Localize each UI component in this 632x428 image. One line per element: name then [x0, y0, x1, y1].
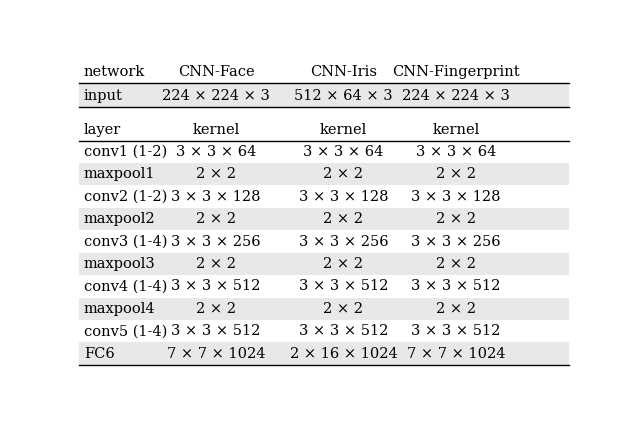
Text: 3 × 3 × 512: 3 × 3 × 512 — [411, 324, 501, 338]
Text: 3 × 3 × 256: 3 × 3 × 256 — [299, 235, 388, 249]
FancyBboxPatch shape — [79, 84, 569, 107]
Text: network: network — [84, 65, 145, 79]
Text: 3 × 3 × 512: 3 × 3 × 512 — [411, 279, 501, 293]
Text: 2 × 2: 2 × 2 — [324, 167, 363, 181]
Text: 2 × 2: 2 × 2 — [324, 257, 363, 271]
Text: conv1 (1-2): conv1 (1-2) — [84, 145, 167, 159]
Text: conv2 (1-2): conv2 (1-2) — [84, 190, 167, 204]
FancyBboxPatch shape — [79, 297, 569, 320]
Text: 2 × 2: 2 × 2 — [436, 167, 476, 181]
FancyBboxPatch shape — [79, 342, 569, 365]
Text: 3 × 3 × 128: 3 × 3 × 128 — [411, 190, 501, 204]
Text: layer: layer — [84, 123, 121, 137]
Text: kernel: kernel — [193, 123, 240, 137]
FancyBboxPatch shape — [79, 163, 569, 185]
Text: conv4 (1-4): conv4 (1-4) — [84, 279, 167, 293]
Text: kernel: kernel — [432, 123, 480, 137]
Text: input: input — [84, 89, 123, 103]
Text: 3 × 3 × 256: 3 × 3 × 256 — [171, 235, 261, 249]
Text: maxpool3: maxpool3 — [84, 257, 155, 271]
Text: 3 × 3 × 512: 3 × 3 × 512 — [171, 324, 261, 338]
Text: 2 × 2: 2 × 2 — [196, 257, 236, 271]
Text: 3 × 3 × 512: 3 × 3 × 512 — [299, 279, 388, 293]
Text: 3 × 3 × 512: 3 × 3 × 512 — [299, 324, 388, 338]
FancyBboxPatch shape — [79, 208, 569, 230]
Text: 2 × 16 × 1024: 2 × 16 × 1024 — [289, 347, 398, 360]
Text: 3 × 3 × 128: 3 × 3 × 128 — [299, 190, 388, 204]
Text: conv3 (1-4): conv3 (1-4) — [84, 235, 167, 249]
Text: 224 × 224 × 3: 224 × 224 × 3 — [162, 89, 270, 103]
Text: 3 × 3 × 64: 3 × 3 × 64 — [416, 145, 496, 159]
Text: 3 × 3 × 512: 3 × 3 × 512 — [171, 279, 261, 293]
Text: CNN-Iris: CNN-Iris — [310, 65, 377, 79]
Text: 3 × 3 × 128: 3 × 3 × 128 — [171, 190, 261, 204]
Text: maxpool2: maxpool2 — [84, 212, 155, 226]
FancyBboxPatch shape — [79, 253, 569, 275]
Text: maxpool4: maxpool4 — [84, 302, 155, 316]
Text: 2 × 2: 2 × 2 — [324, 302, 363, 316]
Text: 2 × 2: 2 × 2 — [436, 212, 476, 226]
Text: kernel: kernel — [320, 123, 367, 137]
Text: 224 × 224 × 3: 224 × 224 × 3 — [402, 89, 510, 103]
Text: 512 × 64 × 3: 512 × 64 × 3 — [294, 89, 393, 103]
Text: 2 × 2: 2 × 2 — [196, 212, 236, 226]
Text: maxpool1: maxpool1 — [84, 167, 155, 181]
Text: 3 × 3 × 256: 3 × 3 × 256 — [411, 235, 501, 249]
Text: 7 × 7 × 1024: 7 × 7 × 1024 — [167, 347, 265, 360]
Text: 2 × 2: 2 × 2 — [196, 302, 236, 316]
Text: CNN-Face: CNN-Face — [178, 65, 255, 79]
Text: 3 × 3 × 64: 3 × 3 × 64 — [303, 145, 384, 159]
Text: CNN-Fingerprint: CNN-Fingerprint — [392, 65, 520, 79]
Text: 2 × 2: 2 × 2 — [324, 212, 363, 226]
Text: 2 × 2: 2 × 2 — [196, 167, 236, 181]
Text: 7 × 7 × 1024: 7 × 7 × 1024 — [407, 347, 506, 360]
Text: 2 × 2: 2 × 2 — [436, 302, 476, 316]
Text: conv5 (1-4): conv5 (1-4) — [84, 324, 167, 338]
Text: FC6: FC6 — [84, 347, 114, 360]
Text: 3 × 3 × 64: 3 × 3 × 64 — [176, 145, 257, 159]
Text: 2 × 2: 2 × 2 — [436, 257, 476, 271]
